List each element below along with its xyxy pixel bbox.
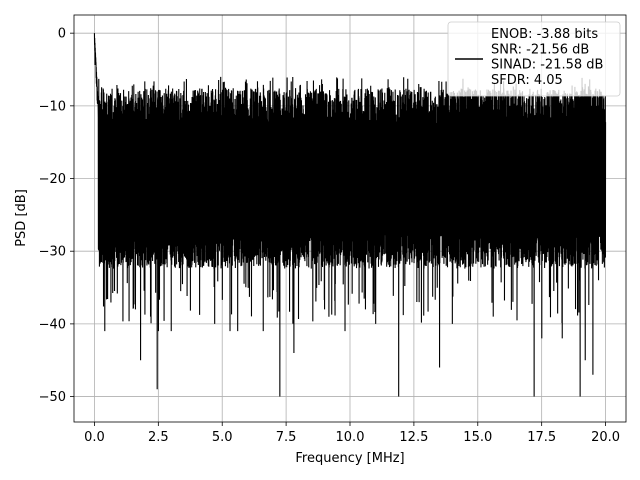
x-tick-label: 20.0 (591, 430, 620, 445)
psd-series-line (93, 33, 607, 397)
x-axis-ticks: 0.0 2.5 5.0 7.5 10.0 12.5 15.0 17.5 20.0 (84, 422, 620, 445)
y-tick-label: −10 (39, 99, 66, 114)
y-tick-label: −40 (39, 317, 66, 332)
x-axis-label: Frequency [MHz] (295, 451, 404, 466)
y-tick-label: −20 (39, 172, 66, 187)
y-axis-ticks: 0 −10 −20 −30 −40 −50 (39, 27, 74, 405)
x-tick-label: 5.0 (212, 430, 233, 445)
legend: ENOB: -3.88 bits SNR: -21.56 dB SINAD: -21… (447, 21, 621, 97)
x-tick-label: 17.5 (527, 430, 556, 445)
x-tick-label: 7.5 (276, 430, 297, 445)
legend-box (447, 21, 621, 97)
legend-label: ENOB: -3.88 bits SNR: -21.56 dB SINAD: -21… (491, 27, 603, 88)
x-tick-label: 2.5 (148, 430, 169, 445)
x-tick-label: 12.5 (399, 430, 428, 445)
legend-text-line: SNR: -21.56 dB (491, 42, 589, 57)
legend-text-line: SINAD: -21.58 dB (491, 58, 603, 73)
y-tick-label: 0 (58, 27, 66, 42)
x-tick-label: 10.0 (336, 430, 365, 445)
legend-text-line: ENOB: -3.88 bits (491, 27, 598, 42)
series-layer (93, 33, 607, 397)
legend-text: ENOB: -3.88 bits SNR: -21.56 dB SINAD: -21… (491, 27, 603, 88)
y-tick-label: −30 (39, 245, 66, 260)
x-tick-label: 15.0 (463, 430, 492, 445)
x-tick-label: 0.0 (84, 430, 105, 445)
legend-text-line: SFDR: 4.05 (491, 73, 563, 88)
y-axis-label: PSD [dB] (14, 189, 29, 247)
y-tick-label: −50 (39, 390, 66, 405)
